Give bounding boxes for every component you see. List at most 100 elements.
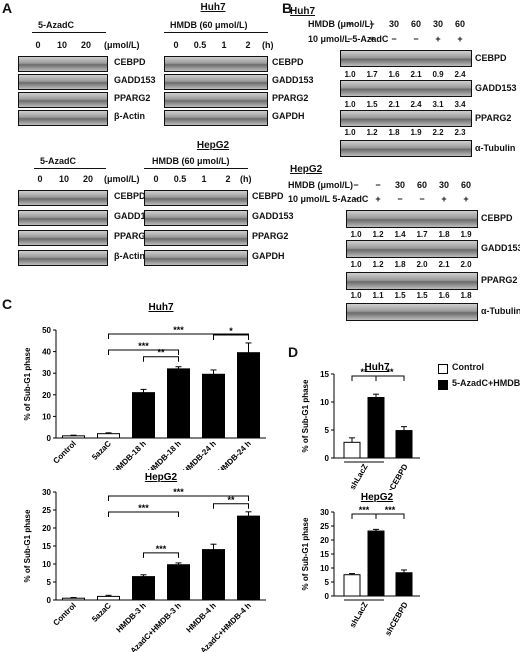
x-tick-label: 5-AzadC+HMDB-4 h bbox=[194, 601, 253, 652]
band-label: α-Tubulin bbox=[475, 143, 516, 153]
bar bbox=[167, 368, 190, 439]
y-tick-label: 0 bbox=[47, 434, 52, 443]
lane-label: 0 bbox=[35, 40, 41, 50]
band-label: PPARG2 bbox=[475, 113, 512, 123]
band-label: GAPDH bbox=[252, 251, 285, 261]
blot-band bbox=[340, 140, 472, 157]
quant-value: 3.4 bbox=[454, 100, 466, 109]
quant-value: 1.2 bbox=[372, 260, 384, 269]
quant-value: 3.1 bbox=[432, 100, 444, 109]
units-label: (h) bbox=[240, 174, 252, 184]
y-tick-label: 5 bbox=[325, 578, 330, 587]
blot-band bbox=[144, 250, 248, 266]
azadc-sign: + bbox=[441, 194, 447, 204]
lane-label: 0 bbox=[37, 174, 43, 184]
quant-value: 1.0 bbox=[350, 260, 362, 269]
lane-label: 0.5 bbox=[173, 174, 187, 184]
x-tick-label: shCEBPD bbox=[383, 462, 410, 490]
y-tick-label: 40 bbox=[42, 348, 51, 357]
significance-bracket bbox=[108, 349, 179, 355]
band-label: α-Tubulin bbox=[481, 306, 520, 316]
significance-label: *** bbox=[138, 503, 149, 513]
quant-value: 1.2 bbox=[366, 128, 378, 137]
chart-c-hepg2: HepG2 0 5 10 15 20 25 30 % of Sub-G1 phase Contro… bbox=[23, 472, 266, 652]
quant-value: 1.0 bbox=[344, 70, 356, 79]
y-tick-label: 20 bbox=[42, 524, 51, 533]
blot-band bbox=[346, 272, 478, 290]
units-label: (μmol/L) bbox=[104, 40, 140, 50]
chart-d-huh7: Huh7 0 5 10 15 % of Sub-G1 phase shLacZ shCEBPD… bbox=[301, 362, 420, 490]
blot-band bbox=[18, 56, 108, 72]
y-axis-label: % of Sub-G1 phase bbox=[23, 509, 32, 582]
blot-band bbox=[18, 92, 108, 108]
y-tick-label: 50 bbox=[42, 326, 51, 335]
legend-swatch-control bbox=[438, 364, 448, 374]
bar bbox=[202, 549, 225, 601]
quant-value: 1.8 bbox=[460, 291, 472, 300]
band-label: GAPDH bbox=[272, 111, 305, 121]
y-tick-label: 15 bbox=[320, 550, 329, 559]
chart-c-huh7: Huh7 0 10 20 30 40 50 % of Sub-G1 phase Control 5… bbox=[23, 302, 266, 470]
row-label-azadc: 10 μmol/L 5-AzadC bbox=[308, 34, 389, 44]
bar bbox=[367, 397, 385, 459]
units-label: (h) bbox=[262, 40, 274, 50]
lane-label: 20 bbox=[82, 174, 93, 184]
quant-value: 1.8 bbox=[388, 128, 400, 137]
azadc-sign: + bbox=[457, 34, 463, 44]
chart-title: Huh7 bbox=[149, 302, 174, 313]
blot-band bbox=[144, 210, 248, 226]
bar bbox=[237, 352, 260, 439]
quant-value: 1.4 bbox=[394, 230, 406, 239]
band-label: CEBPD bbox=[114, 57, 146, 67]
legend-label: Control bbox=[452, 362, 484, 372]
legend-swatch-treated bbox=[438, 380, 448, 390]
panel-letter-a: A bbox=[2, 0, 13, 16]
bar bbox=[395, 430, 413, 459]
y-tick-label: 5 bbox=[47, 578, 52, 587]
blot-band bbox=[164, 110, 268, 126]
quant-value: 1.0 bbox=[350, 230, 362, 239]
band-label: PPARG2 bbox=[114, 231, 151, 241]
azadc-sign: + bbox=[369, 34, 375, 44]
blot-band bbox=[18, 210, 108, 226]
hmdb-sign: 60 bbox=[460, 180, 471, 190]
lane-label: 0 bbox=[153, 174, 159, 184]
band-label: CEBPD bbox=[252, 191, 284, 201]
blot-band bbox=[346, 303, 478, 321]
y-tick-label: 10 bbox=[320, 398, 329, 407]
chart-d-hepg2: HepG2 0 5 10 15 20 25 30 % of Sub-G1 phase shLacZ… bbox=[301, 492, 420, 637]
quant-value: 1.7 bbox=[366, 70, 378, 79]
y-axis-label: % of Sub-G1 phase bbox=[301, 517, 310, 590]
y-tick-label: 25 bbox=[320, 522, 329, 531]
band-label: PPARG2 bbox=[272, 93, 309, 103]
y-tick-label: 20 bbox=[320, 536, 329, 545]
significance-bracket bbox=[108, 511, 179, 517]
quant-value: 1.0 bbox=[344, 128, 356, 137]
y-tick-label: 0 bbox=[325, 592, 330, 601]
significance-label: *** bbox=[156, 544, 167, 554]
treatment-bracket bbox=[34, 168, 106, 172]
band-label: PPARG2 bbox=[114, 93, 151, 103]
significance-label: * bbox=[229, 326, 233, 336]
lane-label: 10 bbox=[56, 40, 67, 50]
blot-band bbox=[164, 92, 268, 108]
bar bbox=[62, 435, 85, 439]
lane-label: 1 bbox=[201, 174, 207, 184]
band-label: β-Actin bbox=[114, 251, 145, 261]
band-label: GADD153 bbox=[114, 211, 156, 221]
y-tick-label: 20 bbox=[42, 391, 51, 400]
y-axis-label: % of Sub-G1 phase bbox=[301, 379, 310, 452]
blot-band bbox=[340, 110, 472, 127]
band-label: CEBPD bbox=[481, 213, 513, 223]
y-tick-label: 5 bbox=[325, 426, 330, 435]
hmdb-sign: 60 bbox=[410, 19, 421, 29]
panel-a-huh7-title: Huh7 bbox=[200, 2, 226, 13]
lane-label: 1 bbox=[221, 40, 227, 50]
hmdb-sign: − bbox=[375, 180, 381, 190]
treatment-bracket bbox=[32, 32, 106, 36]
treatment-bracket bbox=[144, 168, 248, 172]
quant-value: 1.1 bbox=[372, 291, 384, 300]
y-tick-label: 30 bbox=[42, 369, 51, 378]
quant-value: 2.0 bbox=[460, 260, 472, 269]
x-tick-label: 5azaC bbox=[90, 439, 113, 462]
